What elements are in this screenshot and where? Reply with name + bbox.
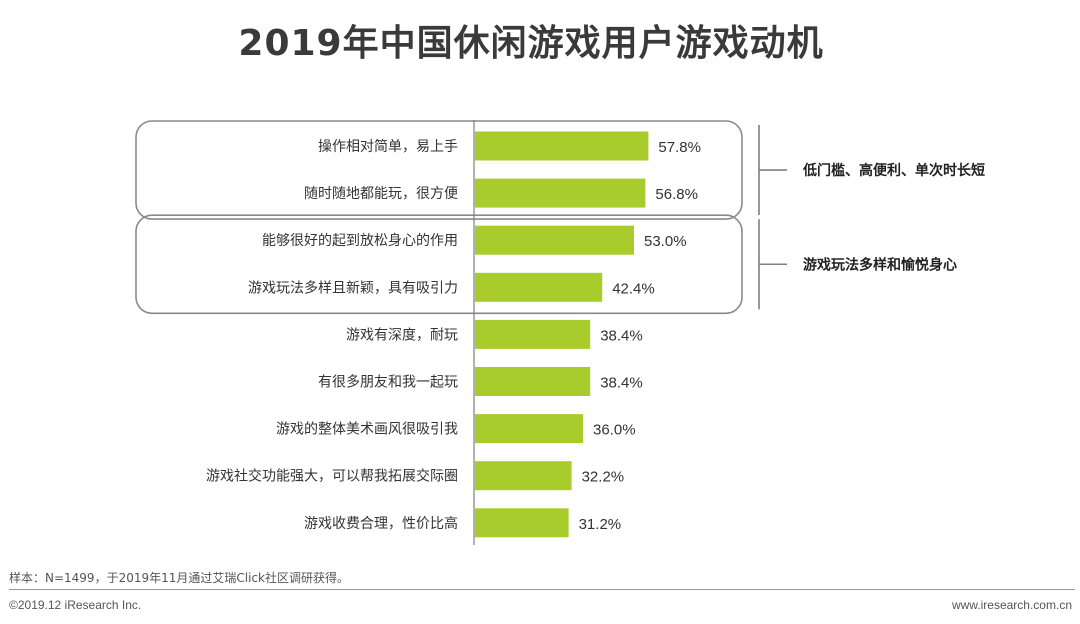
bar-5 xyxy=(475,319,591,349)
sample-note: 样本：N=1499，于2019年11月通过艾瑞Click社区调研获得。 xyxy=(9,571,349,585)
value-label-5: 38.4% xyxy=(600,327,643,344)
copyright-text: ©2019.12 iResearch Inc. xyxy=(9,598,142,612)
category-label-8: 游戏社交功能强大，可以帮我拓展交际圈 xyxy=(206,468,458,485)
website-text: www.iresearch.com.cn xyxy=(951,598,1072,612)
bar-1 xyxy=(475,131,649,161)
footer-divider xyxy=(9,589,1075,590)
bar-9 xyxy=(475,508,569,538)
bar-8 xyxy=(475,461,572,491)
category-label-2: 随时随地都能玩，很方便 xyxy=(304,186,458,202)
category-label-7: 游戏的整体美术画风很吸引我 xyxy=(276,422,458,438)
value-label-4: 42.4% xyxy=(612,280,655,297)
group-frame-1 xyxy=(135,120,743,220)
value-label-1: 57.8% xyxy=(658,139,701,156)
category-label-4: 游戏玩法多样且新颖，具有吸引力 xyxy=(248,279,458,296)
category-label-1: 操作相对简单，易上手 xyxy=(318,138,458,155)
category-label-9: 游戏收费合理，性价比高 xyxy=(304,515,458,532)
bar-4 xyxy=(475,272,603,302)
value-label-2: 56.8% xyxy=(655,186,698,203)
bar-7 xyxy=(475,414,583,444)
bar-3 xyxy=(475,225,634,255)
value-label-6: 38.4% xyxy=(600,375,643,392)
value-label-8: 32.2% xyxy=(582,469,625,486)
category-label-6: 有很多朋友和我一起玩 xyxy=(318,374,458,391)
group-label-2: 游戏玩法多样和愉悦身心 xyxy=(803,256,957,273)
group-label-1: 低门槛、高便利、单次时长短 xyxy=(802,162,985,179)
chart-title: 2019年中国休闲游戏用户游戏动机 xyxy=(238,23,824,64)
bar-2 xyxy=(475,178,646,208)
category-label-5: 游戏有深度，耐玩 xyxy=(346,327,458,343)
value-label-7: 36.0% xyxy=(593,422,636,439)
value-label-9: 31.2% xyxy=(579,516,622,533)
category-label-3: 能够很好的起到放松身心的作用 xyxy=(262,233,458,249)
group-frame-2 xyxy=(135,214,743,315)
value-label-3: 53.0% xyxy=(644,233,687,250)
bar-6 xyxy=(475,367,591,396)
